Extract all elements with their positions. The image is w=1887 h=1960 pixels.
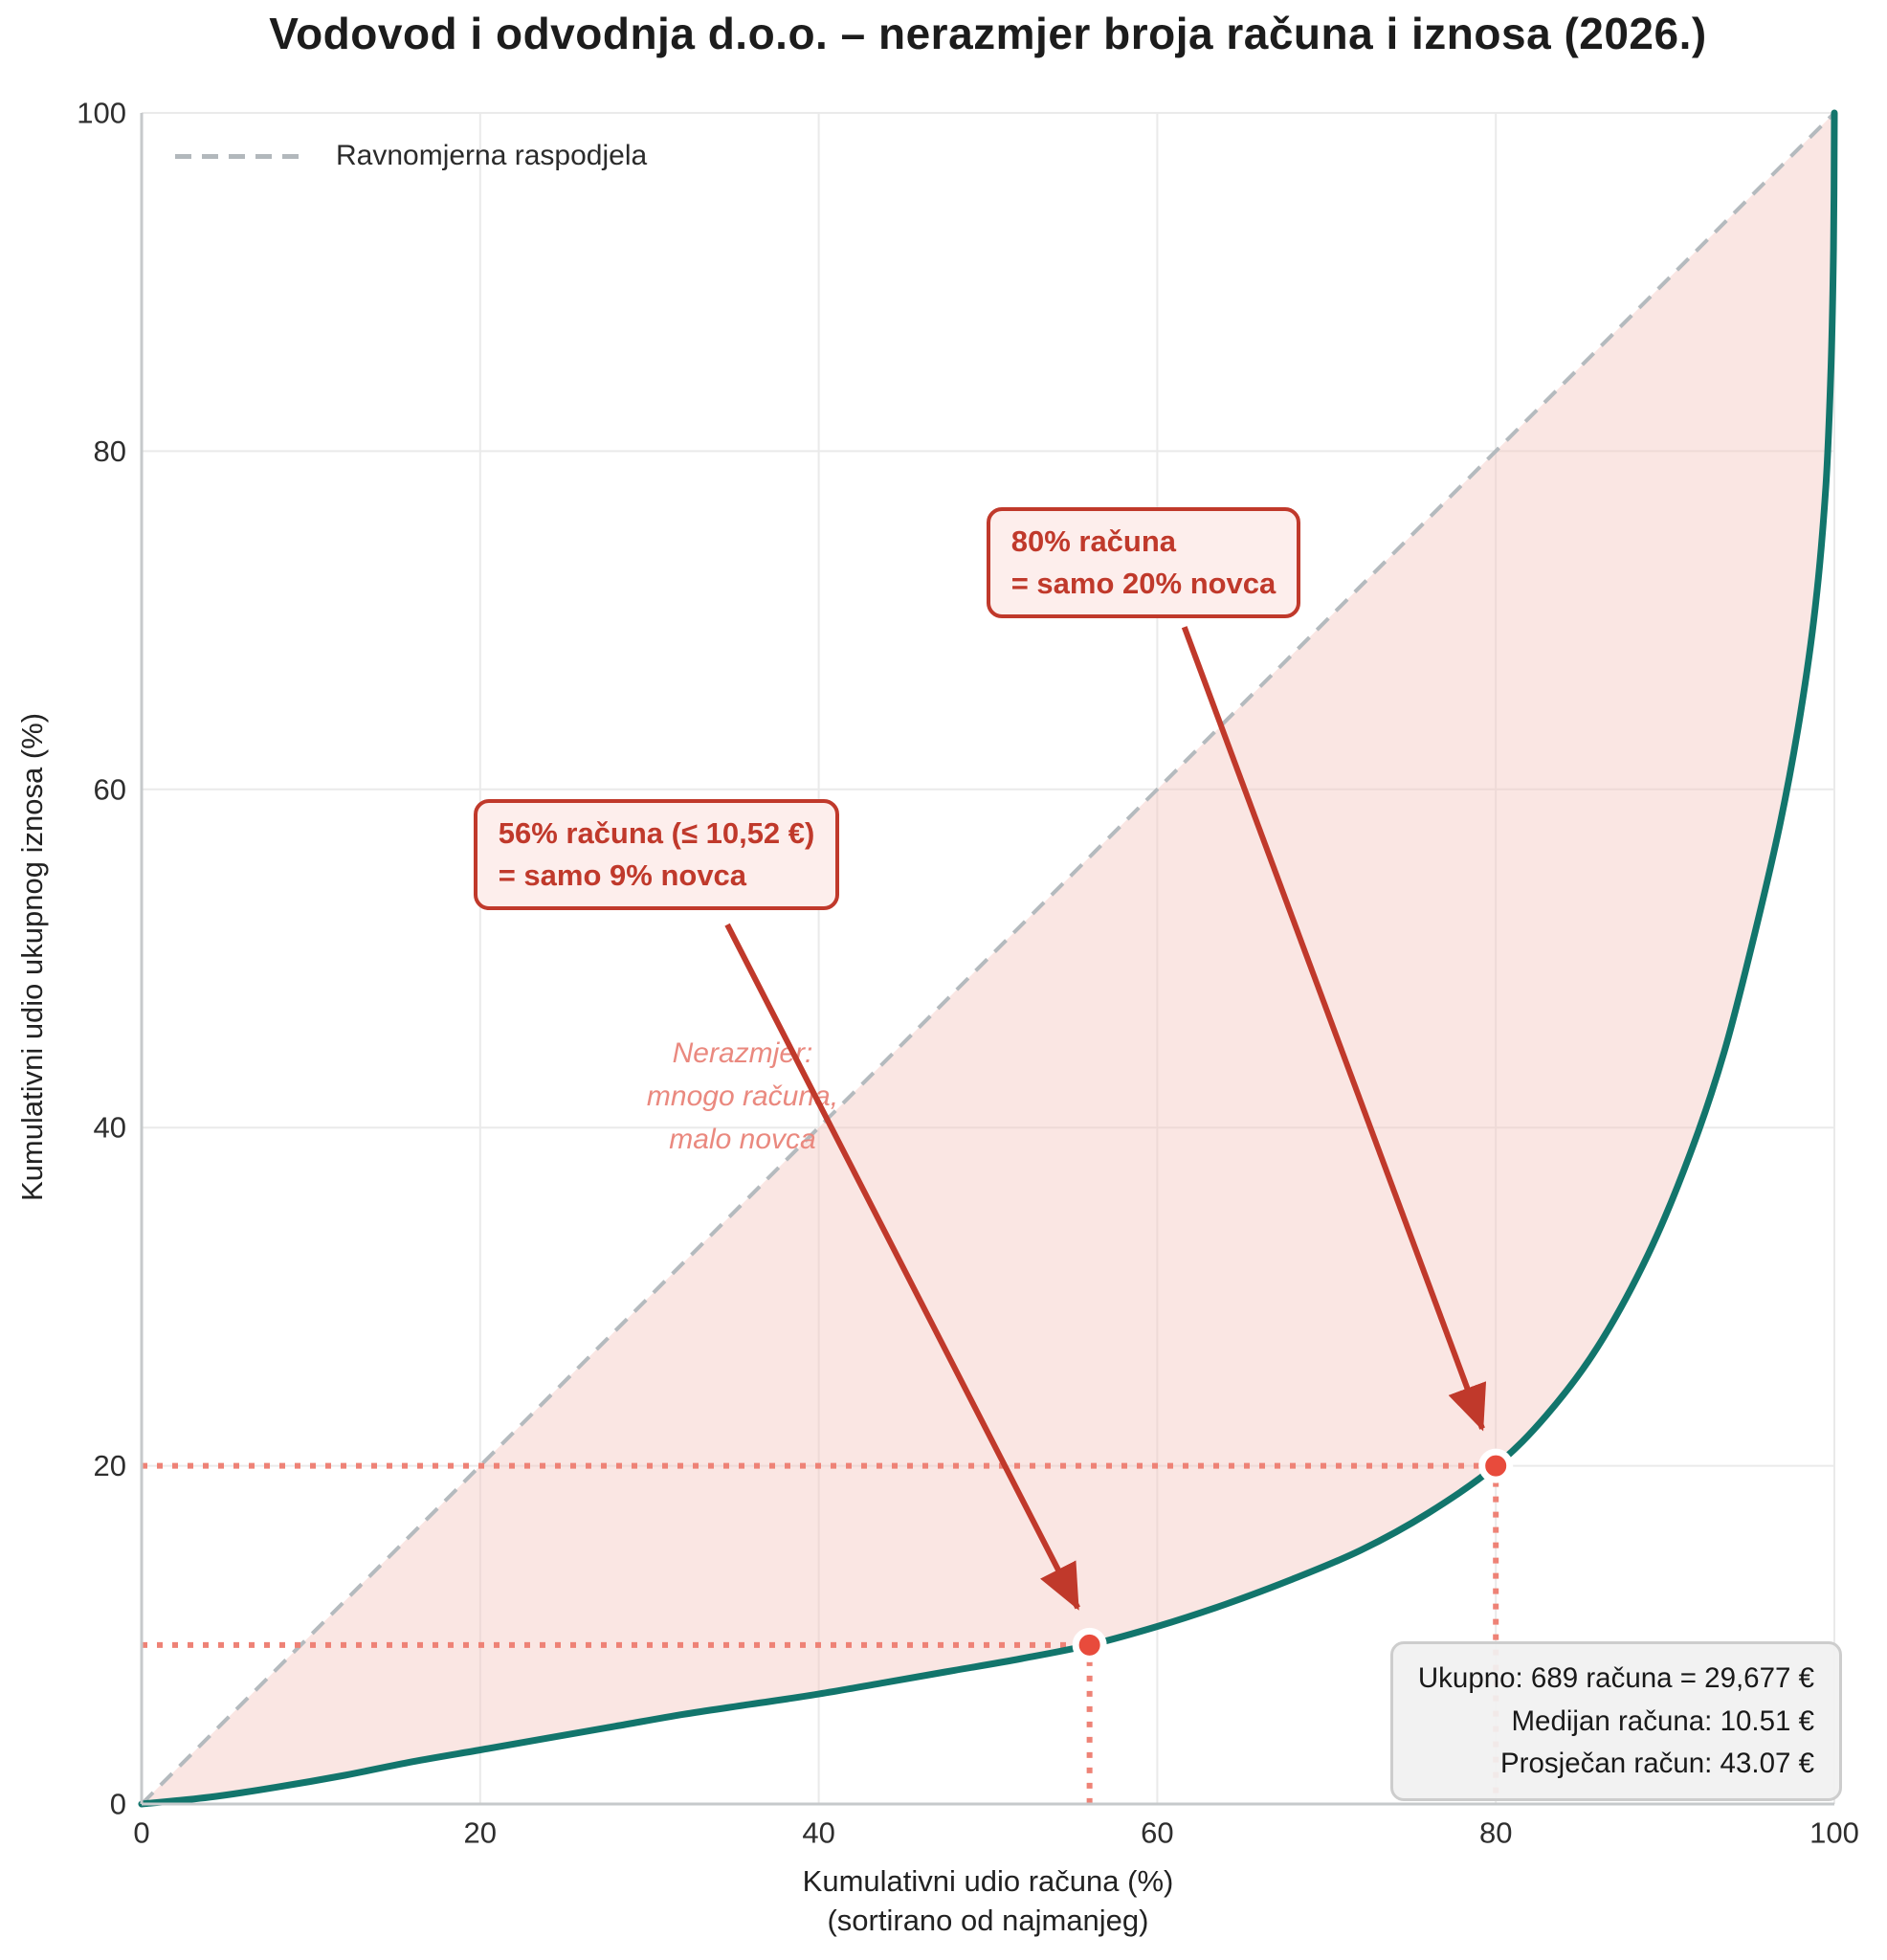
annotation-arrow bbox=[1181, 626, 1487, 1432]
y-axis-label: Kumulativni udio ukupnog iznosa (%) bbox=[15, 712, 49, 1202]
y-tick-label: 0 bbox=[110, 1788, 126, 1821]
x-tick-label: 100 bbox=[1809, 1815, 1859, 1849]
y-tick-label: 60 bbox=[94, 772, 126, 806]
disparity-note: Nerazmjer: mnogo računa, malo novca bbox=[647, 1037, 838, 1155]
annotation-80-percent: 80% računa = samo 20% novca bbox=[986, 506, 1301, 618]
stats-total: Ukupno: 689 računa = 29,677 € bbox=[1417, 1662, 1814, 1695]
annotation-arrow bbox=[724, 923, 1080, 1611]
annotation-56-percent: 56% računa (≤ 10,52 €) = samo 9% novca bbox=[473, 799, 840, 911]
x-axis-label-line2: (sortirano od najmanjeg) bbox=[827, 1903, 1149, 1937]
page-title: Vodovod i odvodnja d.o.o. – nerazmjer br… bbox=[269, 9, 1707, 58]
y-tick-label: 80 bbox=[94, 434, 126, 468]
equality-line-legend-swatch bbox=[175, 153, 307, 159]
x-tick-label: 40 bbox=[802, 1815, 834, 1849]
stats-median: Medijan računa: 10.51 € bbox=[1511, 1704, 1814, 1737]
x-tick-label: 80 bbox=[1479, 1815, 1512, 1849]
equality-line bbox=[140, 111, 1836, 1806]
lorenz-curve bbox=[138, 109, 1838, 1808]
x-tick-label: 60 bbox=[1141, 1815, 1173, 1849]
summary-stats-box: Ukupno: 689 računa = 29,677 € Medijan ra… bbox=[1389, 1641, 1842, 1801]
legend: Ravnomjerna raspodjela bbox=[175, 140, 647, 172]
y-tick-label: 100 bbox=[77, 97, 126, 130]
annotation-80-line2: = samo 20% novca bbox=[1010, 566, 1276, 600]
annotation-80-line1: 80% računa bbox=[1010, 523, 1177, 558]
annotation-56-line1: 56% računa (≤ 10,52 €) bbox=[498, 816, 815, 851]
annotation-56-line2: = samo 9% novca bbox=[498, 858, 747, 893]
y-tick-label: 40 bbox=[94, 1111, 126, 1145]
x-tick-label: 0 bbox=[133, 1815, 149, 1849]
x-axis-label-line1: Kumulativni udio računa (%) bbox=[802, 1864, 1174, 1898]
x-tick-label: 20 bbox=[464, 1815, 497, 1849]
stats-mean: Prosječan račun: 43.07 € bbox=[1500, 1747, 1814, 1779]
key-point-marker bbox=[1478, 1448, 1514, 1483]
key-point-marker bbox=[1072, 1627, 1107, 1662]
y-tick-label: 20 bbox=[94, 1449, 126, 1482]
legend-label: Ravnomjerna raspodjela bbox=[336, 140, 648, 171]
x-axis-label: Kumulativni udio računa (%) (sortirano o… bbox=[142, 1862, 1834, 1941]
